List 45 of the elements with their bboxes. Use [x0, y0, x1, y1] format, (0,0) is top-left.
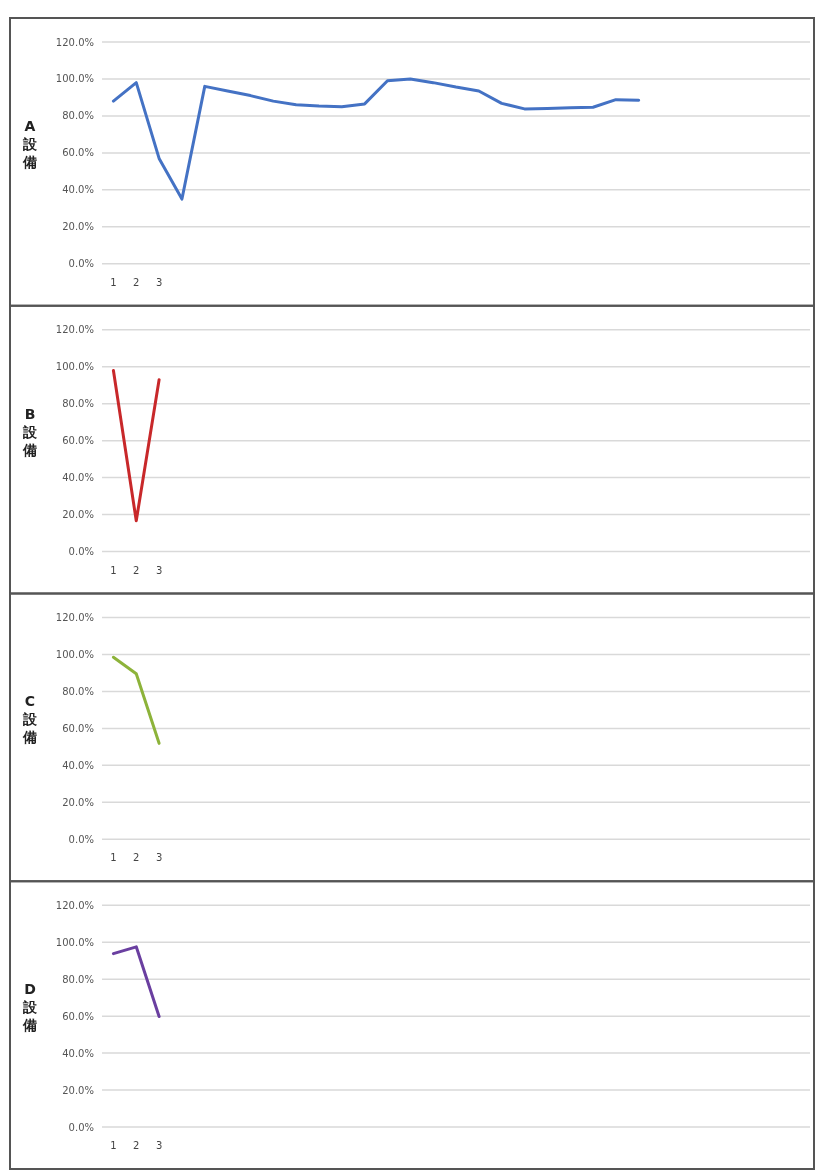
y-tick-label: 100.0%: [55, 936, 94, 948]
x-tick-label: 1: [110, 1140, 117, 1151]
y-tick-label: 100.0%: [55, 361, 94, 373]
y-tick-label: 40.0%: [62, 184, 94, 196]
x-tick-label: 1: [110, 276, 117, 288]
x-tick-label: 3: [155, 564, 163, 576]
x-tick-label: 3: [155, 276, 163, 288]
x-tick-label: 3: [155, 1140, 163, 1151]
y-tick-label: 0.0%: [68, 833, 94, 845]
x-tick-label: 1: [110, 852, 117, 864]
y-axis-title: B設備: [22, 405, 38, 458]
y-tick-label: 60.0%: [62, 1010, 94, 1022]
y-tick-label: 60.0%: [62, 722, 94, 734]
y-tick-label: 120.0%: [55, 612, 94, 623]
y-tick-label: 60.0%: [62, 147, 94, 159]
y-tick-label: 100.0%: [55, 73, 94, 85]
y-tick-label: 0.0%: [68, 1121, 94, 1133]
y-tick-label: 40.0%: [62, 759, 94, 771]
y-tick-label: 80.0%: [62, 685, 94, 697]
y-tick-label: 80.0%: [62, 398, 94, 410]
y-tick-label: 20.0%: [62, 1084, 94, 1096]
x-tick-label: 2: [133, 852, 140, 864]
y-tick-label: 80.0%: [62, 110, 94, 122]
y-tick-label: 20.0%: [62, 509, 94, 521]
y-tick-label: 80.0%: [62, 973, 94, 985]
y-axis-title: C設備: [22, 693, 38, 746]
y-tick-label: 120.0%: [55, 324, 94, 336]
x-tick-label: 2: [133, 564, 140, 576]
y-tick-label: 40.0%: [62, 472, 94, 484]
y-tick-label: 0.0%: [68, 546, 94, 557]
y-tick-label: 60.0%: [62, 435, 94, 447]
y-tick-label: 100.0%: [55, 648, 94, 660]
x-tick-label: 3: [155, 852, 163, 864]
y-axis-title: D設備: [22, 981, 38, 1034]
y-tick-label: 120.0%: [55, 899, 94, 911]
y-tick-label: 20.0%: [62, 796, 94, 808]
x-tick-label: 1: [110, 564, 117, 576]
y-tick-label: 0.0%: [68, 258, 94, 270]
y-axis-title: A設備: [22, 117, 38, 170]
y-tick-label: 120.0%: [55, 36, 94, 48]
x-tick-label: 2: [133, 1140, 140, 1151]
x-tick-label: 2: [133, 276, 140, 288]
y-tick-label: 20.0%: [62, 221, 94, 233]
line-series: [111, 77, 641, 201]
y-tick-label: 40.0%: [62, 1047, 94, 1059]
